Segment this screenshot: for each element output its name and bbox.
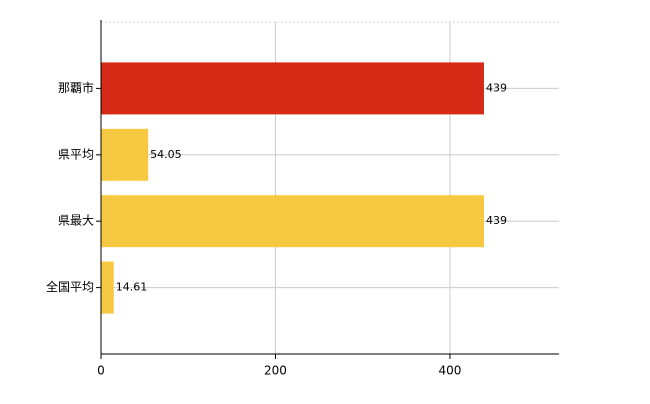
bar (101, 195, 484, 248)
y-tick-label: 全国平均 (46, 279, 94, 294)
y-tick-label: 県平均 (58, 147, 94, 161)
bar (101, 62, 484, 115)
value-label: 14.61 (116, 281, 148, 294)
value-label: 439 (486, 214, 507, 227)
bar (101, 128, 149, 181)
y-tick-label: 那覇市 (58, 80, 94, 95)
x-tick-label: 200 (264, 364, 287, 378)
y-tick-label: 県最大 (58, 214, 94, 228)
value-label: 439 (486, 81, 507, 94)
bar (101, 261, 114, 314)
x-tick-label: 400 (438, 364, 461, 378)
x-tick-label: 0 (97, 364, 105, 378)
value-label: 54.05 (150, 148, 182, 161)
